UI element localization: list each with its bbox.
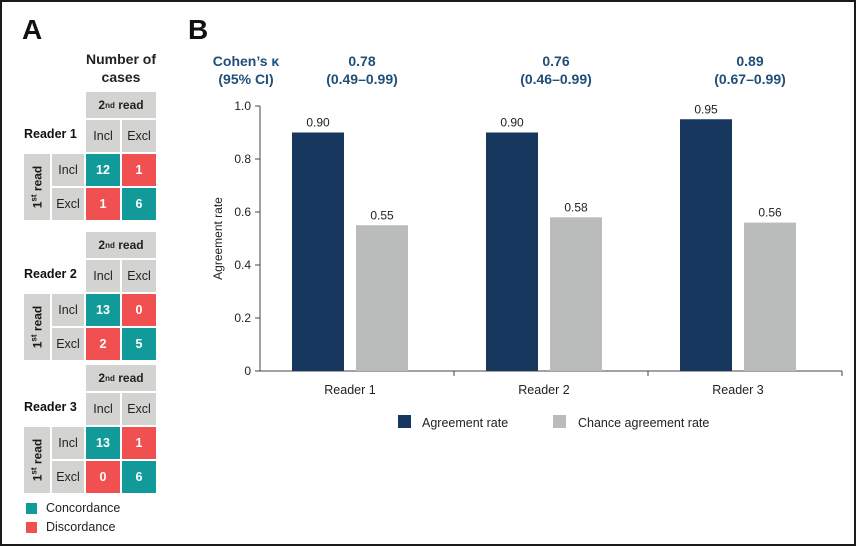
legend-discordance: Discordance	[26, 520, 115, 534]
number-of-cases-header: Number of cases	[62, 50, 180, 86]
y-tick-label: 1.0	[234, 99, 251, 113]
second-read-sup: nd	[105, 100, 115, 110]
cell-incl-excl: 0	[122, 294, 156, 326]
bar-agreement	[292, 132, 344, 371]
legend-agreement-label: Agreement rate	[422, 416, 508, 430]
second-read-rest: read	[114, 238, 144, 252]
cell-incl-excl: 1	[122, 427, 156, 459]
concordance-swatch	[26, 502, 37, 514]
legend-agreement-swatch	[398, 415, 411, 428]
y-axis-label: Agreement rate	[211, 197, 225, 280]
reader-name: Reader 3	[24, 400, 77, 414]
row-header-incl: Incl	[52, 427, 84, 459]
second-read-sup: nd	[105, 240, 115, 250]
first-read-label: 1st read	[24, 294, 50, 360]
kappa-value: 0.76 (0.46–0.99)	[496, 52, 616, 88]
bar-value-label: 0.55	[370, 208, 394, 222]
cell-excl-incl: 2	[86, 328, 120, 360]
second-read-number: 2	[98, 371, 106, 385]
reader-name: Reader 2	[24, 267, 77, 281]
row-header-excl: Excl	[52, 328, 84, 360]
y-tick-label: 0.2	[234, 311, 251, 325]
panel-b-letter: B	[188, 14, 209, 45]
col-header-incl: Incl	[86, 120, 120, 152]
first-read-label: 1st read	[24, 427, 50, 493]
legend-concordance: Concordance	[26, 501, 120, 515]
second-read-sup: nd	[105, 373, 115, 383]
cell-incl-incl: 12	[86, 154, 120, 186]
number-of-cases-line2: cases	[101, 69, 141, 85]
row-header-excl: Excl	[52, 461, 84, 493]
col-header-incl: Incl	[86, 393, 120, 425]
kappa-value: 0.78 (0.49–0.99)	[302, 52, 422, 88]
row-header-incl: Incl	[52, 294, 84, 326]
bar-value-label: 0.90	[500, 116, 524, 130]
col-header-excl: Excl	[122, 120, 156, 152]
discordance-swatch	[26, 521, 37, 533]
x-tick-label: Reader 2	[518, 383, 569, 397]
x-tick-label: Reader 3	[712, 383, 763, 397]
bar-chance	[356, 225, 408, 371]
kappa-estimate: 0.76	[542, 53, 570, 69]
kappa-estimate: 0.78	[348, 53, 376, 69]
y-tick-label: 0.4	[234, 258, 251, 272]
cell-incl-excl: 1	[122, 154, 156, 186]
legend-chance-swatch	[553, 415, 566, 428]
bar-chance	[744, 222, 796, 371]
second-read-number: 2	[98, 238, 106, 252]
cell-excl-excl: 5	[122, 328, 156, 360]
y-tick-label: 0	[244, 364, 251, 378]
cell-incl-incl: 13	[86, 294, 120, 326]
bar-value-label: 0.95	[694, 102, 718, 116]
kappa-label: Cohen’s κ (95% CI)	[196, 52, 296, 88]
y-tick-label: 0.6	[234, 205, 251, 219]
bar-value-label: 0.56	[758, 206, 782, 220]
kappa-ci: (0.67–0.99)	[714, 71, 786, 87]
cell-excl-excl: 6	[122, 188, 156, 220]
kappa-ci: (0.49–0.99)	[326, 71, 398, 87]
bar-agreement	[486, 132, 538, 371]
second-read-rest: read	[114, 98, 144, 112]
cell-incl-incl: 13	[86, 427, 120, 459]
kappa-label-line1: Cohen’s κ	[212, 53, 280, 69]
cell-excl-incl: 0	[86, 461, 120, 493]
kappa-estimate: 0.89	[736, 53, 764, 69]
kappa-ci: (0.46–0.99)	[520, 71, 592, 87]
bar-value-label: 0.58	[564, 200, 588, 214]
number-of-cases-line1: Number of	[86, 51, 156, 67]
col-header-excl: Excl	[122, 260, 156, 292]
concordance-label: Concordance	[46, 501, 121, 515]
bar-agreement	[680, 119, 732, 371]
panel-a-letter: A	[22, 14, 43, 45]
kappa-value: 0.89 (0.67–0.99)	[690, 52, 810, 88]
second-read-rest: read	[114, 371, 144, 385]
col-header-incl: Incl	[86, 260, 120, 292]
row-header-excl: Excl	[52, 188, 84, 220]
bar-chance	[550, 217, 602, 371]
cell-excl-excl: 6	[122, 461, 156, 493]
first-read-label: 1st read	[24, 154, 50, 220]
discordance-label: Discordance	[46, 520, 116, 534]
row-header-incl: Incl	[52, 154, 84, 186]
reader-name: Reader 1	[24, 127, 77, 141]
kappa-label-line2: (95% CI)	[218, 71, 274, 87]
y-tick-label: 0.8	[234, 152, 251, 166]
second-read-number: 2	[98, 98, 106, 112]
legend-chance-label: Chance agreement rate	[578, 416, 709, 430]
bar-value-label: 0.90	[306, 116, 330, 130]
cell-excl-incl: 1	[86, 188, 120, 220]
x-tick-label: Reader 1	[324, 383, 375, 397]
col-header-excl: Excl	[122, 393, 156, 425]
